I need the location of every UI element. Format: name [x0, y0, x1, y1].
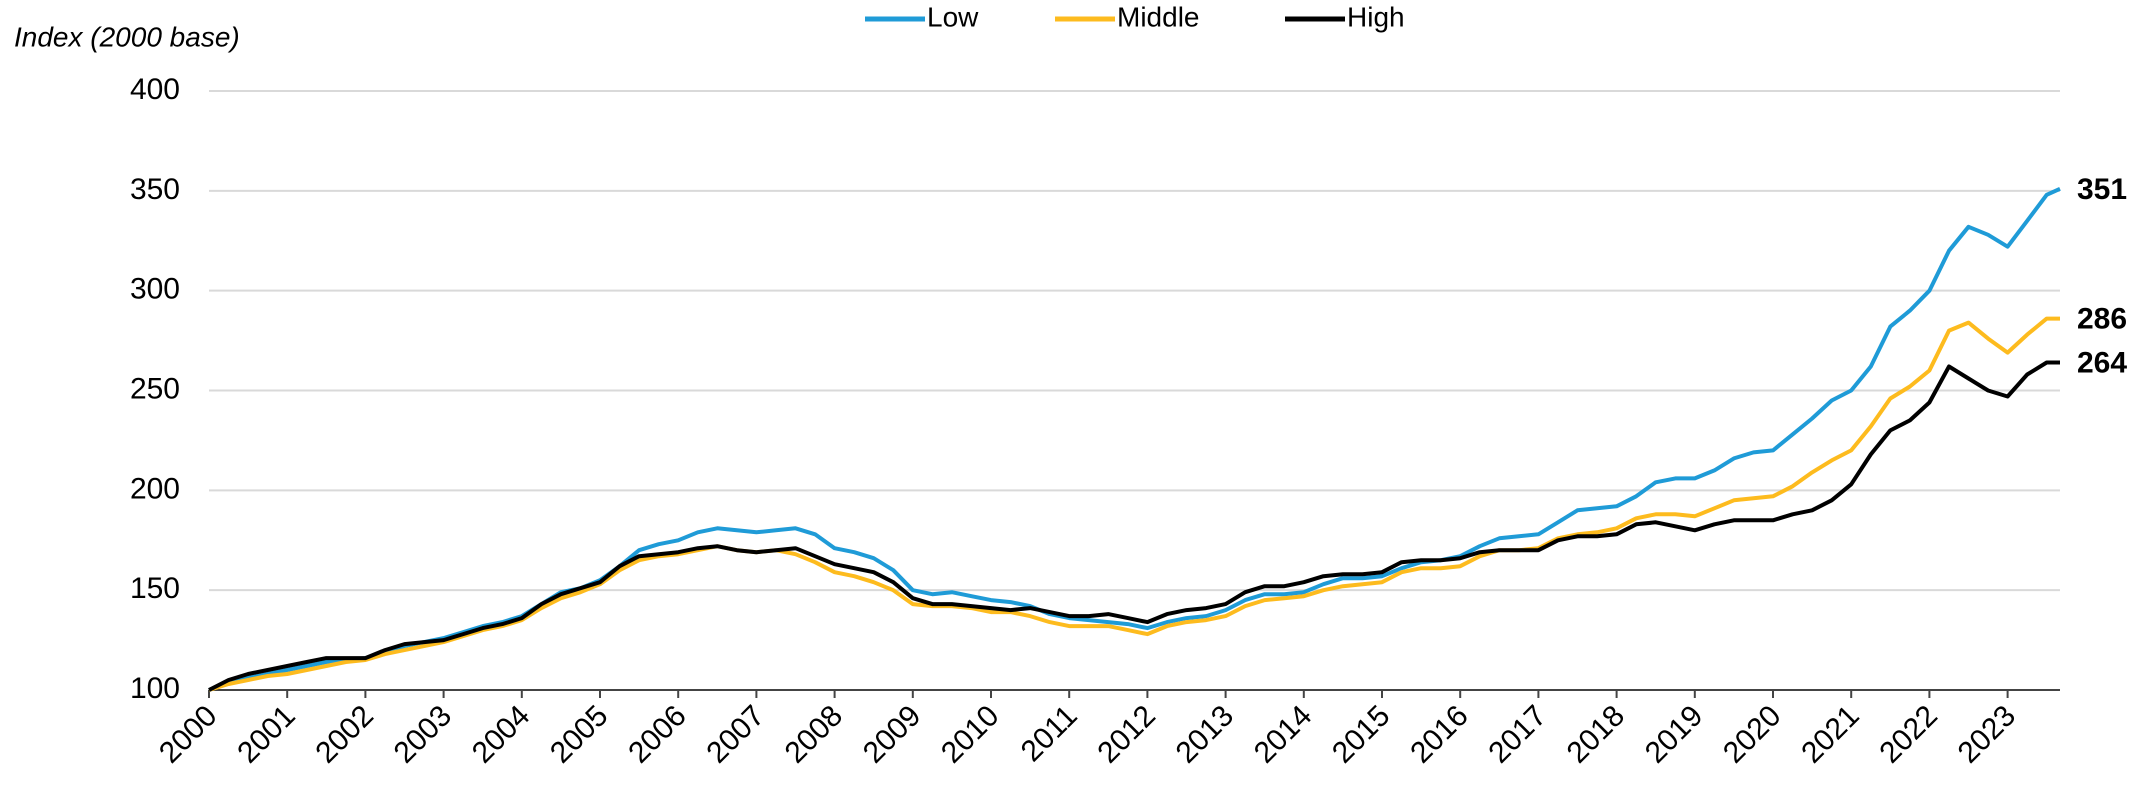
y-tick-label: 250 [130, 372, 180, 405]
y-tick-label: 350 [130, 173, 180, 206]
end-label: 286 [2077, 303, 2127, 336]
x-tick-label: 2016 [1404, 699, 1475, 770]
x-tick-label: 2020 [1717, 699, 1788, 770]
x-tick-label: 2012 [1091, 699, 1162, 770]
x-tick-label: 2011 [1015, 699, 1084, 768]
y-tick-label: 400 [130, 73, 180, 106]
x-tick-label: 2021 [1795, 699, 1866, 770]
x-tick-label: 2003 [388, 699, 459, 770]
x-tick-label: 2006 [622, 699, 693, 770]
x-tick-label: 2008 [779, 699, 850, 770]
x-tick-label: 2022 [1873, 699, 1944, 770]
y-axis-label: Index (2000 base) [14, 21, 240, 52]
series-line [208, 360, 2060, 692]
legend-label: High [1347, 1, 1405, 32]
x-tick-label: 2013 [1170, 699, 1241, 770]
x-tick-label: 2019 [1639, 699, 1710, 770]
x-tick-label: 2015 [1326, 699, 1397, 770]
x-tick-label: 2010 [935, 699, 1006, 770]
y-tick-label: 150 [130, 572, 180, 605]
legend-label: Middle [1117, 1, 1199, 32]
series-line [208, 186, 2061, 692]
x-tick-label: 2000 [153, 699, 224, 770]
x-tick-label: 2007 [700, 699, 771, 770]
x-tick-label: 2017 [1482, 699, 1553, 770]
x-tick-label: 2014 [1248, 699, 1319, 770]
x-tick-label: 2018 [1561, 699, 1632, 770]
legend-label: Low [927, 1, 979, 32]
x-tick-label: 2004 [466, 699, 537, 770]
y-tick-label: 300 [130, 273, 180, 306]
series-line [208, 316, 2060, 692]
end-label: 351 [2077, 173, 2127, 206]
y-tick-label: 200 [130, 472, 180, 505]
x-tick-label: 2009 [857, 699, 928, 770]
x-tick-label: 2001 [231, 699, 302, 770]
x-tick-label: 2002 [309, 699, 380, 770]
y-tick-label: 100 [130, 672, 180, 705]
x-tick-label: 2005 [544, 699, 615, 770]
x-tick-label: 2023 [1952, 699, 2023, 770]
end-label: 264 [2077, 346, 2127, 379]
